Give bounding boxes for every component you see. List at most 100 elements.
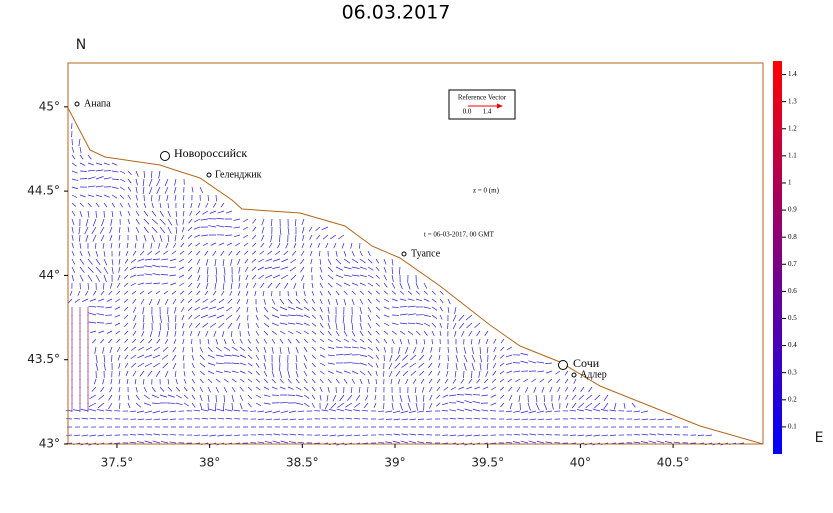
vector (92, 387, 96, 391)
vector (393, 411, 400, 413)
vector (301, 251, 304, 256)
vector (234, 435, 240, 436)
vector (66, 410, 72, 411)
vector (263, 291, 264, 296)
vector (438, 371, 440, 375)
vector (456, 347, 457, 353)
vector (145, 259, 152, 260)
vector (487, 347, 488, 353)
vector (432, 299, 436, 302)
vector (146, 347, 152, 350)
vector (183, 203, 184, 208)
vector (252, 251, 256, 254)
vector (153, 434, 160, 435)
vector (698, 435, 704, 436)
vector (148, 371, 152, 376)
vector (172, 251, 176, 254)
vector (144, 387, 147, 392)
vector (529, 434, 536, 435)
vector (328, 323, 330, 329)
vector (101, 291, 104, 295)
vector (272, 379, 276, 383)
vector (133, 307, 136, 313)
vector (288, 299, 292, 304)
vector (343, 315, 344, 323)
vector (96, 163, 102, 165)
vector (544, 403, 547, 410)
vector (296, 307, 303, 310)
vector (141, 299, 144, 304)
vector (384, 315, 390, 317)
vector (208, 363, 215, 365)
vector (158, 243, 160, 249)
vector (164, 291, 168, 294)
vector (312, 331, 316, 334)
current-vectors (66, 123, 744, 445)
vector (500, 347, 504, 351)
vector (239, 267, 240, 273)
vector (189, 323, 192, 328)
vector (148, 339, 152, 343)
vector (545, 442, 552, 443)
vector (296, 331, 301, 334)
vector (229, 251, 232, 256)
vector (211, 299, 216, 302)
vector (310, 251, 312, 256)
vector (248, 331, 250, 336)
vector (312, 379, 315, 383)
vector (376, 259, 379, 263)
vector (304, 307, 309, 310)
vector (143, 323, 144, 330)
vector (304, 323, 310, 326)
vector (106, 323, 112, 324)
vector (321, 410, 328, 411)
vector (232, 347, 238, 351)
vector (119, 267, 120, 273)
vector (184, 387, 187, 391)
vector (281, 441, 288, 443)
vector (192, 403, 195, 407)
vector (228, 323, 232, 329)
vector (165, 339, 168, 344)
vector (344, 275, 352, 276)
vector (376, 291, 380, 294)
vector (360, 371, 365, 375)
vector (384, 275, 387, 280)
vector (175, 323, 176, 329)
vector (183, 219, 184, 224)
vector (226, 307, 232, 311)
colorbar-tick-label: 1.4 (788, 70, 797, 78)
vector (117, 283, 120, 288)
vector (216, 371, 223, 373)
vector (529, 441, 536, 443)
vector (312, 387, 315, 391)
vector (176, 219, 177, 225)
vector (392, 307, 399, 308)
vector (209, 307, 216, 309)
vector (152, 265, 160, 267)
vector (73, 410, 80, 411)
vector (508, 379, 512, 382)
vector (167, 331, 168, 337)
vector (288, 339, 291, 343)
vector (303, 283, 304, 289)
vector (209, 409, 216, 411)
vector (279, 355, 280, 363)
vector (344, 371, 351, 373)
vector (216, 225, 224, 227)
vector (137, 441, 144, 443)
vector (153, 355, 160, 358)
vector (337, 403, 344, 408)
vector (179, 259, 184, 262)
vector (154, 419, 160, 420)
vector (102, 347, 104, 354)
vector (376, 363, 378, 368)
vector (258, 411, 264, 412)
vector (124, 331, 128, 335)
vector (93, 291, 96, 295)
vector (159, 171, 160, 178)
vector (336, 347, 343, 348)
vector (269, 243, 272, 248)
city-marker (161, 152, 170, 161)
vector (312, 363, 316, 367)
